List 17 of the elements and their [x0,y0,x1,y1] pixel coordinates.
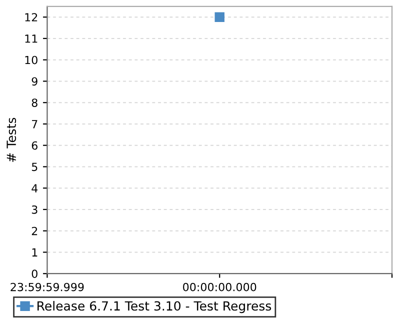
y-tick-label: 12 [25,13,38,22]
legend-label: Release 6.7.1 Test 3.10 - Test Regress [38,300,272,314]
y-tick-label: 4 [32,184,38,192]
y-tick-label: 11 [25,34,38,43]
y-tick-label: 5 [32,162,38,172]
x-tick-label: 00:00:00.000 [183,282,256,292]
x-tick-label: 23:59:59.999 [10,282,84,292]
y-tick-label: 0 [32,270,38,278]
y-tick-label: 2 [32,226,38,236]
y-tick-label: 3 [32,205,38,214]
y-tick-label: 6 [32,141,38,150]
y-tick-label: 8 [32,98,38,107]
y-tick-label: 10 [25,56,38,64]
y-tick-label: 1 [32,248,38,256]
y-tick-label: 7 [32,120,38,128]
y-axis-title: # Tests [6,118,16,162]
y-tick-label: 9 [32,77,38,86]
